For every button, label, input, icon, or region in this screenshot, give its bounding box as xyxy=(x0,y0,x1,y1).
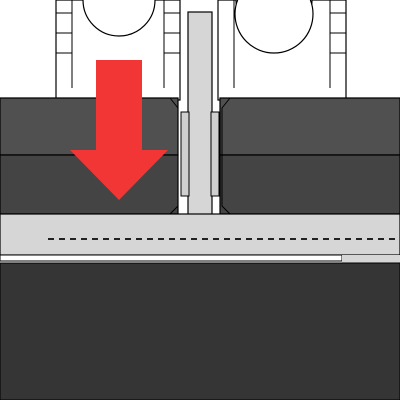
arrow-down-shape xyxy=(70,60,168,200)
bed-top-edge xyxy=(342,255,400,263)
left-pulley-hub xyxy=(82,0,156,37)
right-pulley xyxy=(217,0,347,101)
left-pulley xyxy=(55,0,181,101)
right-block xyxy=(219,97,400,215)
center-post xyxy=(180,11,220,219)
bed-base xyxy=(0,262,400,401)
left-pulley-housing xyxy=(55,0,181,101)
left-pulley-rim xyxy=(71,0,165,88)
center-post-body xyxy=(187,11,213,219)
center-post-slot-right xyxy=(210,111,220,197)
right-block-upper xyxy=(219,97,400,156)
right-block-lower xyxy=(219,154,400,215)
arrow-down-icon xyxy=(70,60,168,200)
left-block-upper xyxy=(0,97,179,156)
right-pulley-rim xyxy=(233,0,331,88)
bed-top xyxy=(0,254,343,262)
right-pulley-wheel xyxy=(234,0,314,54)
right-block-bevel xyxy=(221,97,231,215)
left-block-bevel xyxy=(169,97,179,215)
center-post-slot-left xyxy=(180,111,190,197)
gantry-bar xyxy=(0,213,400,256)
